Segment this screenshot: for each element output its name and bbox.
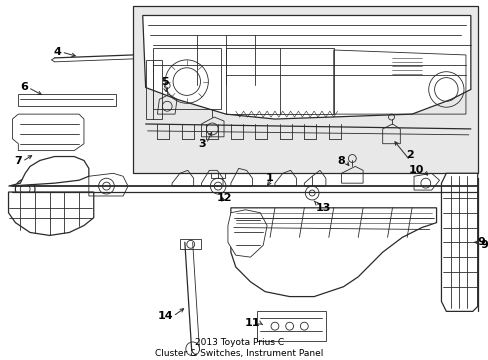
Text: 12: 12 [216,193,231,203]
Text: 3: 3 [198,139,206,149]
Text: 9: 9 [480,240,488,250]
Text: 6: 6 [20,82,28,93]
Text: 8: 8 [337,157,345,166]
Polygon shape [8,192,94,235]
Bar [133,6,477,173]
Text: 13: 13 [315,203,331,213]
Text: 10: 10 [407,165,423,175]
Bar [257,311,325,341]
Polygon shape [441,173,477,311]
Polygon shape [8,157,89,186]
Bar [180,239,201,249]
Polygon shape [227,210,266,257]
Text: 5: 5 [161,77,169,87]
Text: 4: 4 [54,47,61,57]
Polygon shape [230,208,436,297]
Text: 1: 1 [264,173,272,183]
Text: 14: 14 [157,311,173,321]
Polygon shape [142,15,470,119]
Text: 2013 Toyota Prius C
Cluster & Switches, Instrument Panel: 2013 Toyota Prius C Cluster & Switches, … [155,338,323,357]
Bar [18,94,116,106]
Text: 7: 7 [15,157,22,166]
Text: 9: 9 [477,237,485,247]
Text: 2: 2 [406,150,413,161]
Text: 11: 11 [244,318,260,328]
